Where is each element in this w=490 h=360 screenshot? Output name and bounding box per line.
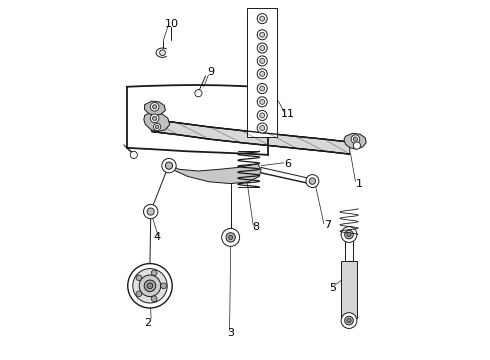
Polygon shape	[144, 111, 170, 132]
Circle shape	[257, 123, 267, 133]
Circle shape	[309, 178, 316, 184]
Circle shape	[133, 269, 167, 303]
Bar	[247, 8, 277, 137]
Circle shape	[257, 84, 267, 94]
Circle shape	[260, 126, 265, 131]
Text: 7: 7	[324, 220, 331, 230]
Circle shape	[144, 280, 156, 292]
Circle shape	[153, 123, 161, 131]
Circle shape	[347, 232, 351, 237]
Text: 9: 9	[207, 67, 215, 77]
Circle shape	[260, 58, 265, 63]
Circle shape	[226, 233, 235, 242]
Circle shape	[152, 105, 157, 109]
Circle shape	[260, 71, 265, 76]
Circle shape	[260, 113, 265, 118]
Circle shape	[344, 316, 353, 325]
Circle shape	[260, 32, 265, 37]
Circle shape	[130, 151, 137, 158]
Circle shape	[152, 116, 157, 121]
Polygon shape	[148, 119, 350, 154]
Text: 3: 3	[227, 328, 234, 338]
Text: 5: 5	[329, 283, 336, 293]
Circle shape	[144, 204, 158, 219]
Circle shape	[150, 114, 159, 123]
Circle shape	[341, 313, 357, 328]
Polygon shape	[168, 164, 261, 184]
Circle shape	[221, 228, 240, 246]
Circle shape	[351, 135, 360, 143]
Circle shape	[136, 275, 142, 281]
Circle shape	[306, 175, 319, 188]
Text: 4: 4	[153, 232, 161, 242]
Circle shape	[228, 235, 233, 239]
Circle shape	[151, 270, 157, 276]
Circle shape	[353, 137, 358, 141]
Polygon shape	[344, 134, 366, 149]
Circle shape	[257, 14, 267, 24]
Circle shape	[147, 208, 154, 215]
Text: 1: 1	[356, 179, 363, 189]
Circle shape	[161, 283, 167, 289]
Circle shape	[166, 162, 172, 169]
Text: 8: 8	[252, 222, 259, 231]
Circle shape	[151, 296, 157, 302]
Text: 10: 10	[165, 19, 178, 29]
Circle shape	[257, 43, 267, 53]
Circle shape	[353, 142, 361, 149]
Circle shape	[257, 69, 267, 79]
Circle shape	[139, 275, 161, 297]
Circle shape	[150, 103, 159, 111]
Circle shape	[257, 30, 267, 40]
Text: 11: 11	[281, 109, 295, 119]
Text: 6: 6	[285, 159, 292, 169]
Circle shape	[260, 86, 265, 91]
Circle shape	[344, 230, 353, 239]
Polygon shape	[145, 101, 166, 116]
Circle shape	[257, 97, 267, 107]
Text: 2: 2	[145, 319, 152, 328]
Circle shape	[195, 90, 202, 97]
Circle shape	[260, 16, 265, 21]
Circle shape	[260, 99, 265, 104]
Circle shape	[128, 264, 172, 308]
Circle shape	[257, 56, 267, 66]
Circle shape	[155, 125, 159, 129]
Circle shape	[147, 283, 153, 289]
Circle shape	[347, 319, 351, 323]
Circle shape	[257, 111, 267, 121]
Circle shape	[160, 50, 166, 55]
Circle shape	[260, 45, 265, 50]
Bar	[341, 261, 357, 318]
Circle shape	[136, 291, 142, 297]
Circle shape	[162, 158, 176, 173]
Circle shape	[341, 226, 357, 242]
